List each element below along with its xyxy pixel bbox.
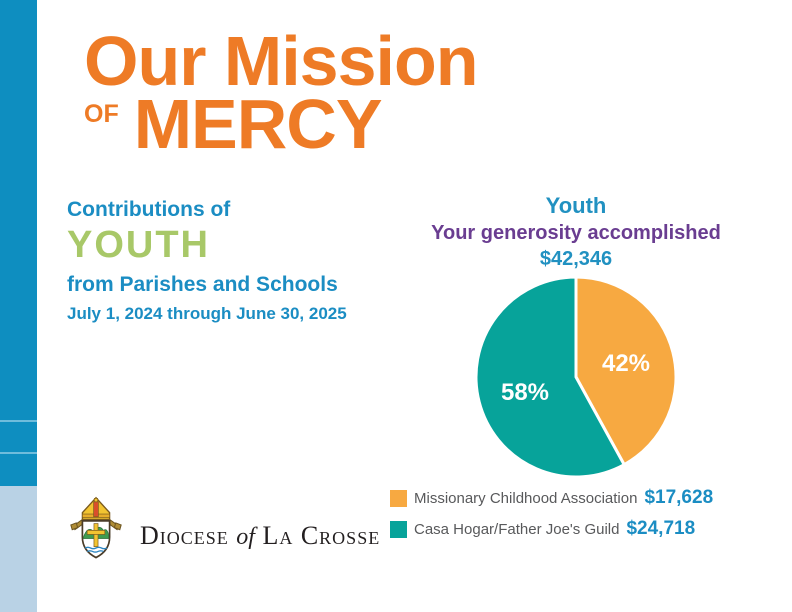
legend-swatch-rect [390, 520, 407, 538]
chart-heading: Youth Your generosity accomplished $42,3… [376, 193, 776, 271]
diocese-name: Diocese of La Crosse [140, 507, 380, 551]
chart-title: Youth [545, 193, 607, 218]
left-accent-bar [0, 0, 37, 612]
intro-group-youth: YOUTH [67, 224, 210, 266]
headline-line2: OF MERCY [84, 85, 477, 163]
crest-gold-cross [86, 523, 106, 548]
pie-slice-label-42: 42% [602, 350, 650, 377]
legend-amount: $24,718 [626, 518, 696, 539]
footer: Diocese of La Crosse [62, 495, 380, 563]
legend-label: Casa Hogar/Father Joe's Guild [414, 520, 620, 538]
accent-bar-segment [0, 422, 37, 452]
legend-swatch-teal [390, 520, 407, 538]
diocese-crest-icon [70, 496, 122, 559]
legend-row-casa-hogar: Casa Hogar/Father Joe's Guild $24,718 [390, 518, 713, 540]
diocese-name-of: of [236, 524, 255, 550]
accent-bar-divider [0, 420, 37, 422]
pie-chart-svg: 42% 58% [474, 275, 678, 479]
legend-row-missionary-childhood: Missionary Childhood Association $17,628 [390, 487, 713, 509]
chart-subtitle: Your generosity accomplished [431, 222, 721, 244]
headline-line1: Our Mission [84, 22, 478, 100]
diocese-name-part1: Diocese [140, 521, 229, 550]
headline-of: OF [84, 100, 119, 128]
legend-label: Missionary Childhood Association [414, 489, 638, 507]
legend-swatch-orange [390, 489, 407, 507]
headline: Our Mission OF MERCY [84, 22, 478, 163]
crest-river-waves [84, 546, 108, 553]
legend-amount: $17,628 [644, 487, 714, 508]
accent-bar-segment [0, 454, 37, 486]
accent-bar-segment [0, 0, 37, 420]
chart-total-amount: $42,346 [539, 248, 613, 270]
pie-slice-missionary-childhood [574, 275, 678, 467]
intro-contributions: Contributions of [67, 198, 231, 221]
accent-bar-divider [0, 452, 37, 454]
intro-source: from Parishes and Schools [67, 273, 338, 296]
intro-block: Contributions of YOUTH from Parishes and… [67, 198, 347, 324]
pie-chart: 42% 58% [466, 267, 686, 487]
pie-slice-casa-hogar [474, 275, 626, 479]
intro-period: July 1, 2024 through June 30, 2025 [67, 304, 347, 323]
pie-slice-label-58: 58% [501, 379, 549, 406]
accent-bar-light-segment [0, 486, 37, 612]
legend-swatch-rect [390, 489, 407, 507]
pie-legend: Missionary Childhood Association $17,628… [390, 487, 713, 549]
headline-mercy: MERCY [133, 85, 383, 163]
crest-mitre [81, 496, 111, 521]
diocese-name-part2: La Crosse [262, 521, 381, 550]
